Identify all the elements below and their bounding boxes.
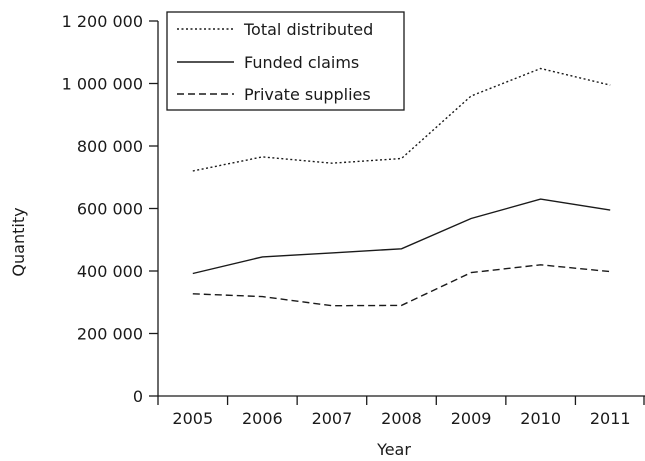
- x-tick-label: 2009: [451, 409, 492, 428]
- series-line-funded-claims: [192, 198, 611, 275]
- y-tick-label: 400 000: [77, 262, 143, 281]
- legend: Total distributed Funded claims Private su…: [166, 11, 405, 111]
- x-tick-label: 2010: [520, 409, 561, 428]
- y-tick-label: 0: [133, 387, 143, 406]
- legend-label: Funded claims: [244, 53, 359, 72]
- x-axis-title: Year: [376, 440, 411, 459]
- x-tick-label: 2011: [590, 409, 631, 428]
- legend-label: Total distributed: [243, 20, 373, 39]
- legend-label: Private supplies: [244, 85, 371, 104]
- series-line-private-supplies: [192, 264, 611, 307]
- series-lines: [192, 67, 611, 307]
- legend-box: [166, 11, 405, 111]
- x-tick-label: 2008: [381, 409, 422, 428]
- x-axis: 2005 2006 2007 2008 2009 2010 2011: [157, 395, 645, 428]
- y-axis-title: Quantity: [9, 207, 28, 276]
- y-tick-label: 1 000 000: [62, 75, 143, 94]
- y-tick-label: 800 000: [77, 137, 143, 156]
- x-tick-label: 2005: [172, 409, 213, 428]
- y-tick-label: 200 000: [77, 325, 143, 344]
- y-tick-label: 1 200 000: [62, 12, 143, 31]
- y-axis: 0 200 000 400 000 600 000 800 000 1 000 000 1 …: [62, 12, 159, 406]
- x-tick-label: 2006: [242, 409, 283, 428]
- x-tick-label: 2007: [312, 409, 353, 428]
- series-line-total-distributed: [192, 67, 611, 172]
- y-tick-label: 600 000: [77, 200, 143, 219]
